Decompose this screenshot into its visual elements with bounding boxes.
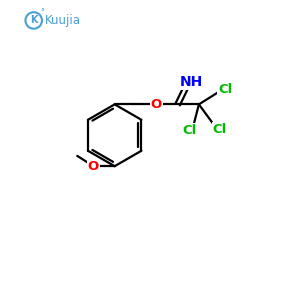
Text: NH: NH [180,75,203,89]
Text: Cl: Cl [218,83,233,96]
Text: Cl: Cl [213,123,227,136]
Text: Kuujia: Kuujia [45,14,81,27]
Text: °: ° [40,8,44,17]
Text: K: K [30,15,38,26]
Text: O: O [151,98,162,111]
Text: O: O [88,160,99,173]
Text: Cl: Cl [182,124,197,137]
